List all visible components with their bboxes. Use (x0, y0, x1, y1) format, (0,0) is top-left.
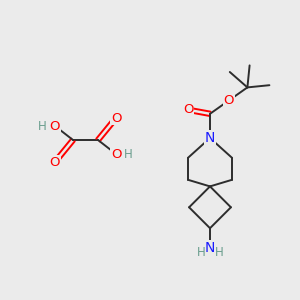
Text: H: H (196, 247, 206, 260)
Text: N: N (205, 131, 215, 145)
Text: O: O (50, 119, 60, 133)
Text: O: O (111, 148, 121, 160)
Text: O: O (183, 103, 193, 116)
Text: H: H (124, 148, 132, 160)
Text: H: H (38, 119, 46, 133)
Text: O: O (111, 112, 121, 124)
Text: H: H (214, 247, 224, 260)
Text: N: N (205, 241, 215, 255)
Text: O: O (50, 155, 60, 169)
Text: O: O (224, 94, 234, 107)
